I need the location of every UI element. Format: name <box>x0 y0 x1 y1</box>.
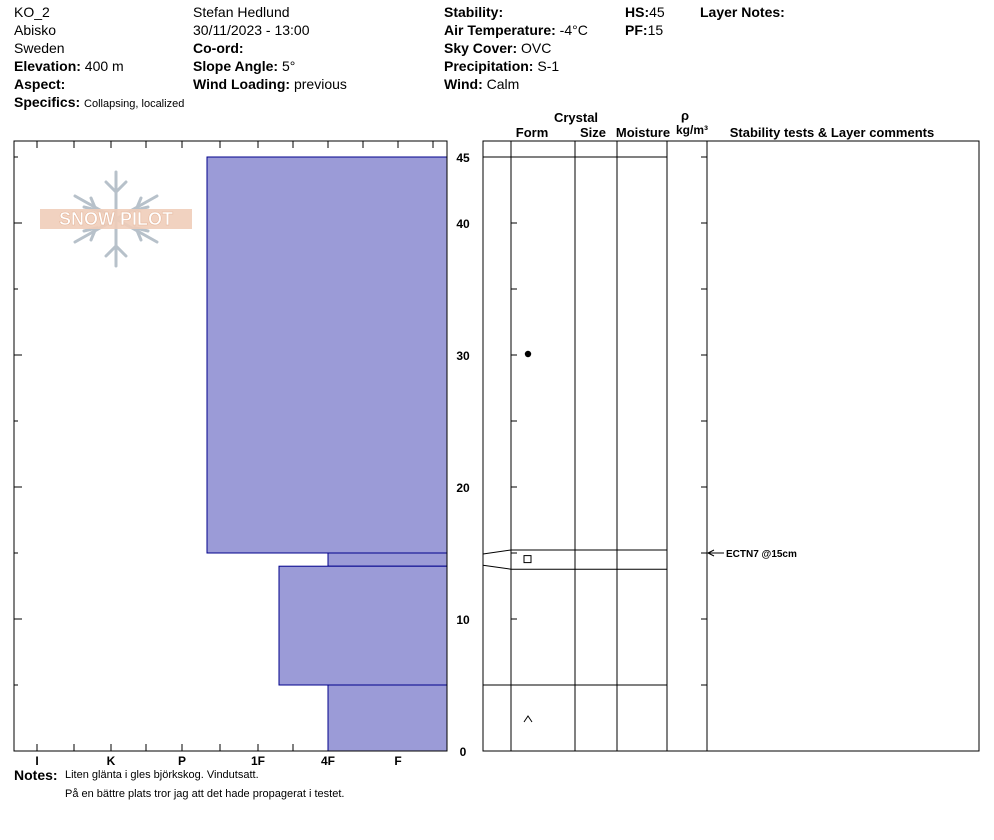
hardness-plot-frame <box>13 140 448 752</box>
height-label-30: 30 <box>456 349 470 363</box>
height-label-0: 0 <box>460 745 467 759</box>
sky-cover-label: Sky Cover: <box>444 40 518 56</box>
wind-loading: Wind Loading: previous <box>193 76 347 92</box>
coord-label: Co-ord: <box>193 40 244 56</box>
observer: Stefan Hedlund <box>193 4 290 20</box>
wind-value: Calm <box>486 76 520 92</box>
stability-test-label: ECTN7 @15cm <box>726 549 797 560</box>
rounded-grains-icon <box>524 350 532 358</box>
header-size: Size <box>580 125 606 140</box>
elevation: Elevation: 400 m <box>14 58 124 74</box>
air-temperature: Air Temperature: -4°C <box>444 22 588 38</box>
sky-cover-value: OVC <box>521 40 552 56</box>
sky-cover: Sky Cover: OVC <box>444 40 551 56</box>
layer-notes-label: Layer Notes: <box>700 4 785 20</box>
hardness-label-p: P <box>178 754 186 768</box>
hs-value: 45 <box>649 4 665 20</box>
precipitation-label: Precipitation: <box>444 58 534 74</box>
height-label-20: 20 <box>456 481 470 495</box>
wind-loading-value: previous <box>293 76 347 92</box>
depth-hoar-icon <box>523 715 533 723</box>
header-form: Form <box>516 125 549 140</box>
layer-table-frame <box>482 140 980 752</box>
slope-angle: Slope Angle: 5° <box>193 58 295 74</box>
height-label-40: 40 <box>456 217 470 231</box>
slope-angle-label: Slope Angle: <box>193 58 279 74</box>
height-label-10: 10 <box>456 613 470 627</box>
hs: HS:45 <box>625 4 665 20</box>
aspect-label: Aspect: <box>14 76 66 92</box>
arrow-head-icon <box>706 549 715 557</box>
hardness-bar-2 <box>278 565 448 686</box>
faceted-crystals-icon <box>523 555 532 564</box>
precipitation: Precipitation: S-1 <box>444 58 559 74</box>
hardness-label-f: F <box>394 754 401 768</box>
country: Sweden <box>14 40 65 56</box>
hardness-bar-3 <box>327 684 448 752</box>
elevation-value: 400 m <box>84 58 124 74</box>
location: Abisko <box>14 22 57 38</box>
hardness-bars <box>206 156 448 752</box>
header-stability-comments: Stability tests & Layer comments <box>730 125 934 140</box>
wind-loading-label: Wind Loading: <box>193 76 291 92</box>
header-rho: ρ <box>681 108 689 123</box>
logo-text: SNOW PILOT <box>59 209 173 229</box>
stability-test-markers: ECTN7 @15cm <box>706 549 797 560</box>
notes-line-1: Liten glänta i gles björkskog. Vindutsat… <box>65 769 259 781</box>
wind-label: Wind: <box>444 76 483 92</box>
height-label-45: 45 <box>456 151 470 165</box>
height-axis: 0 10 20 30 40 45 <box>456 151 470 759</box>
stability-label: Stability: <box>444 4 504 20</box>
notes-line-2: På en bättre plats tror jag att det hade… <box>65 788 345 800</box>
specifics-label: Specifics: <box>14 94 81 110</box>
hardness-label-1f: 1F <box>251 754 265 768</box>
hs-label: HS: <box>625 4 650 20</box>
datetime: 30/11/2023 - 13:00 <box>193 22 310 38</box>
slope-angle-value: 5° <box>281 58 296 74</box>
air-temperature-value: -4°C <box>559 22 588 38</box>
pf-value: 15 <box>647 22 664 38</box>
layer-line-15 <box>482 549 667 555</box>
hardness-label-i: I <box>35 754 38 768</box>
layer-line-14 <box>482 564 667 570</box>
pf: PF:15 <box>625 22 663 38</box>
logo-band <box>40 209 192 229</box>
specifics-value: Collapsing, localized <box>84 98 185 110</box>
grain-form-symbols <box>523 350 533 723</box>
specifics: Specifics: Collapsing, localized <box>14 94 184 112</box>
snowpilot-logo: SNOW PILOT <box>40 170 192 268</box>
table-height-ticks <box>511 156 707 686</box>
elevation-label: Elevation: <box>14 58 81 74</box>
header-density-unit: kg/m³ <box>676 123 708 137</box>
air-temperature-label: Air Temperature: <box>444 22 556 38</box>
notes-label: Notes: <box>14 767 58 783</box>
wind: Wind: Calm <box>444 76 519 92</box>
hardness-label-k: K <box>107 754 116 768</box>
header-moisture: Moisture <box>616 125 670 140</box>
pf-label: PF: <box>625 22 648 38</box>
hardness-label-4f: 4F <box>321 754 335 768</box>
hardness-bar-0 <box>206 156 448 554</box>
header-crystal: Crystal <box>554 110 598 125</box>
precipitation-value: S-1 <box>537 58 560 74</box>
pit-name: KO_2 <box>14 4 50 20</box>
layer-boundary-lines <box>482 156 667 686</box>
hardness-bar-1 <box>327 552 448 567</box>
